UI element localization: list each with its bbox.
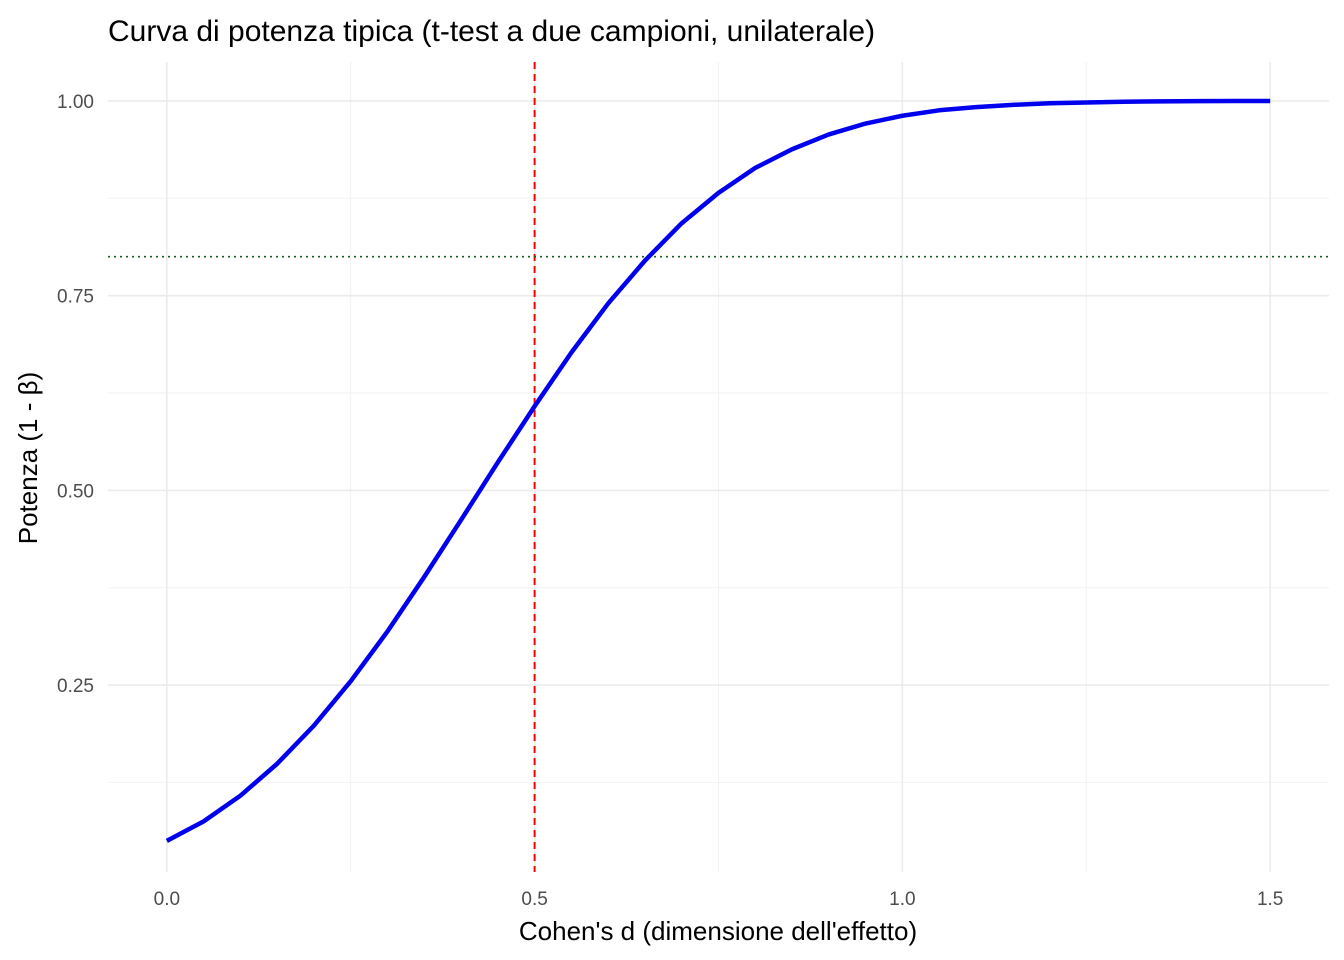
x-tick-label: 1.5	[1257, 889, 1283, 910]
reference-lines	[108, 62, 1329, 872]
grid	[108, 62, 1329, 872]
x-axis-label: Cohen's d (dimensione dell'effetto)	[519, 916, 917, 946]
y-tick-label: 0.50	[57, 481, 94, 502]
chart-title: Curva di potenza tipica (t-test a due ca…	[108, 15, 875, 48]
x-axis-ticks: 0.0 0.5 1.0 1.5	[154, 889, 1284, 910]
x-tick-label: 1.0	[889, 889, 915, 910]
y-axis-ticks: 0.25 0.50 0.75 1.00	[57, 92, 94, 697]
y-axis-label: Potenza (1 - β)	[13, 372, 43, 544]
power-curve-line	[165, 98, 1271, 843]
series-layer	[165, 98, 1271, 843]
x-tick-label: 0.5	[521, 889, 547, 910]
y-tick-label: 0.25	[57, 676, 94, 697]
y-tick-label: 0.75	[57, 287, 94, 308]
y-tick-label: 1.00	[57, 92, 94, 113]
x-tick-label: 0.0	[154, 889, 180, 910]
